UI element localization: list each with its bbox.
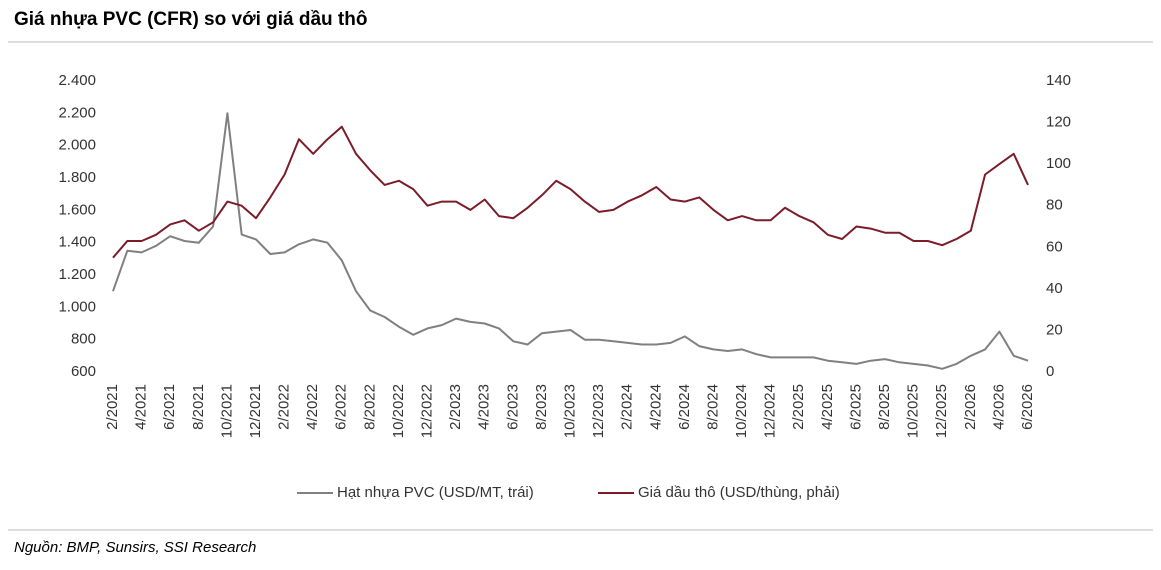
x-tick-label: 10/2021 xyxy=(218,384,235,438)
x-tick-label: 4/2021 xyxy=(133,384,150,430)
x-tick-label: 2/2021 xyxy=(104,384,121,430)
x-tick-label: 10/2022 xyxy=(390,384,407,438)
x-tick-label: 4/2022 xyxy=(304,384,321,430)
source: Nguồn: BMP, Sunsirs, SSI Research xyxy=(14,539,256,556)
y-tick-label: 1.800 xyxy=(58,169,96,186)
x-tick-label: 6/2023 xyxy=(504,384,521,430)
y-tick-label: 1.200 xyxy=(58,266,96,283)
y-tick-label: 1.600 xyxy=(58,201,96,218)
x-tick-label: 6/2022 xyxy=(333,384,350,430)
y2-tick-label: 140 xyxy=(1046,72,1071,89)
y-tick-label: 800 xyxy=(71,331,96,348)
y-tick-label: 2.400 xyxy=(58,72,96,89)
x-tick-label: 2/2025 xyxy=(790,384,807,430)
x-tick-label: 10/2023 xyxy=(561,384,578,438)
y2-tick-label: 120 xyxy=(1046,114,1071,131)
legend-label: Hạt nhựa PVC (USD/MT, trái) xyxy=(337,484,534,501)
x-tick-label: 4/2026 xyxy=(990,384,1007,430)
y-tick-label: 600 xyxy=(71,363,96,380)
x-tick-label: 8/2021 xyxy=(190,384,207,430)
x-tick-label: 4/2025 xyxy=(819,384,836,430)
chart-title: Giá nhựa PVC (CFR) so với giá dầu thô xyxy=(14,9,367,30)
series-line xyxy=(112,125,1029,259)
y2-tick-label: 0 xyxy=(1046,363,1054,380)
y2-tick-label: 100 xyxy=(1046,155,1071,172)
x-tick-label: 12/2021 xyxy=(247,384,264,438)
y2-tick-label: 60 xyxy=(1046,238,1063,255)
x-tick-label: 10/2024 xyxy=(733,384,750,438)
y2-tick-label: 20 xyxy=(1046,321,1063,338)
x-tick-label: 12/2023 xyxy=(590,384,607,438)
x-tick-label: 8/2025 xyxy=(876,384,893,430)
x-tick-label: 6/2024 xyxy=(676,384,693,430)
y2-tick-label: 40 xyxy=(1046,280,1063,297)
x-tick-label: 12/2025 xyxy=(933,384,950,438)
x-tick-label: 2/2023 xyxy=(447,384,464,430)
series-line xyxy=(112,112,1029,370)
x-tick-label: 2/2026 xyxy=(962,384,979,430)
legend-label: Giá dầu thô (USD/thùng, phải) xyxy=(638,484,840,501)
x-tick-label: 4/2023 xyxy=(476,384,493,430)
x-tick-label: 12/2022 xyxy=(419,384,436,438)
x-tick-label: 6/2026 xyxy=(1019,384,1036,430)
x-tick-label: 12/2024 xyxy=(762,384,779,438)
y-tick-label: 1.000 xyxy=(58,298,96,315)
x-tick-label: 2/2024 xyxy=(619,384,636,430)
x-tick-label: 10/2025 xyxy=(905,384,922,438)
y-tick-label: 2.200 xyxy=(58,104,96,121)
x-tick-label: 6/2025 xyxy=(847,384,864,430)
x-tick-label: 8/2022 xyxy=(361,384,378,430)
y-tick-label: 2.000 xyxy=(58,137,96,154)
x-tick-label: 8/2024 xyxy=(704,384,721,430)
y2-tick-label: 80 xyxy=(1046,197,1063,214)
x-tick-label: 6/2021 xyxy=(161,384,178,430)
y-tick-label: 1.400 xyxy=(58,234,96,251)
x-tick-label: 8/2023 xyxy=(533,384,550,430)
x-tick-label: 4/2024 xyxy=(647,384,664,430)
x-tick-label: 2/2022 xyxy=(276,384,293,430)
